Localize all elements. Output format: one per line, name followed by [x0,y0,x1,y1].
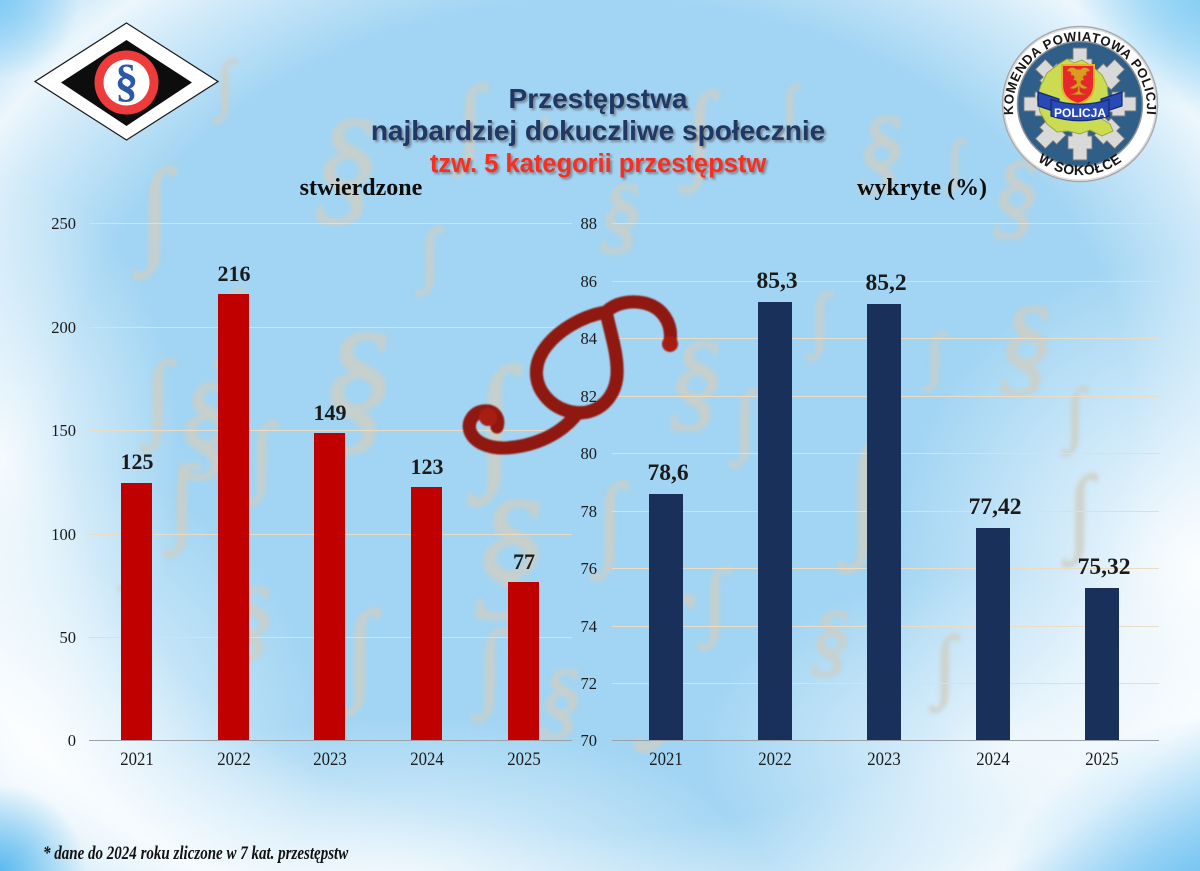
svg-text:POLICJA: POLICJA [1054,106,1106,120]
svg-text:§: § [115,55,139,107]
